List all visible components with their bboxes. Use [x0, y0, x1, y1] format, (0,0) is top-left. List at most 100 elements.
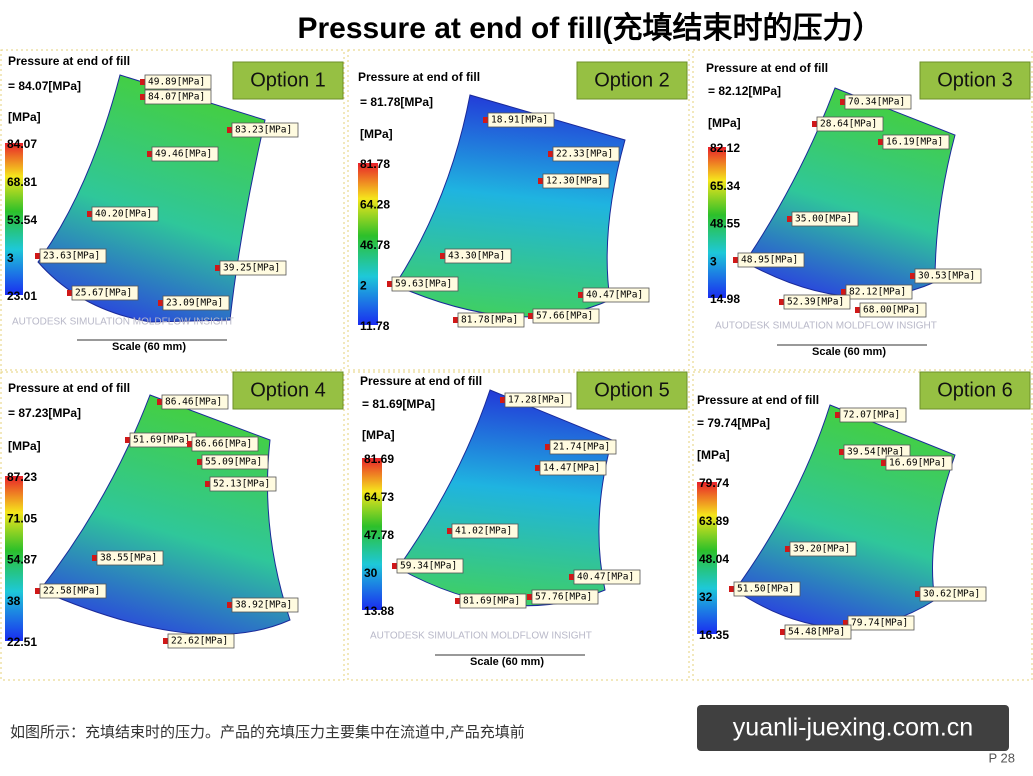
- legend-tick: 3: [710, 254, 717, 268]
- legend-tick: 48.04: [699, 552, 729, 566]
- option-label: Option 4: [250, 379, 326, 401]
- callout-label: 49.89[MPa]: [148, 77, 205, 88]
- callout-box: [167, 633, 235, 649]
- callout-label: 21.74[MPa]: [553, 442, 610, 453]
- callout-label: 39.54[MPa]: [847, 447, 904, 458]
- callout-marker: [35, 253, 40, 259]
- site-watermark-box: [697, 705, 1009, 751]
- color-bar: [708, 147, 726, 298]
- callout-box: [191, 436, 259, 452]
- legend-tick: 65.34: [710, 179, 740, 193]
- callout-marker: [453, 317, 458, 323]
- panel-frame: [692, 371, 1033, 681]
- callout-label: 70.34[MPa]: [848, 97, 905, 108]
- option-label: Option 1: [250, 69, 326, 91]
- callout-box: [201, 454, 269, 470]
- callout-marker: [915, 591, 920, 597]
- max-pressure: = 81.69[MPa]: [362, 397, 435, 411]
- callout-label: 81.78[MPa]: [461, 315, 518, 326]
- callout-box: [845, 284, 913, 300]
- callout-marker: [500, 397, 505, 403]
- callout-label: 52.13[MPa]: [213, 479, 270, 490]
- legend-unit: [MPa]: [708, 116, 741, 130]
- legend-tick: 3: [7, 251, 14, 265]
- callout-marker: [455, 598, 460, 604]
- callout-box: [737, 252, 805, 268]
- slide-title: Pressure at end of fill(充填结束时的压力）: [297, 11, 882, 45]
- option-box: [232, 371, 344, 410]
- callout-box: [151, 146, 219, 162]
- callout-label: 57.66[MPa]: [536, 311, 593, 322]
- callout-marker: [843, 620, 848, 626]
- callout-box: [789, 541, 857, 557]
- callout-marker: [140, 79, 145, 85]
- legend-tick: 84.07: [7, 137, 37, 151]
- legend-tick: 11.78: [360, 319, 390, 333]
- legend-unit: [MPa]: [8, 439, 41, 453]
- callout-box: [144, 74, 212, 90]
- callout-box: [573, 569, 641, 585]
- software-watermark: AUTODESK SIMULATION MOLDFLOW INSIGHT: [12, 317, 234, 328]
- callout-marker: [545, 444, 550, 450]
- callout-marker: [215, 265, 220, 271]
- callout-label: 86.66[MPa]: [195, 439, 252, 450]
- callout-label: 83.23[MPa]: [235, 125, 292, 136]
- callout-marker: [87, 211, 92, 217]
- callout-marker: [440, 253, 445, 259]
- callout-label: 48.95[MPa]: [741, 255, 798, 266]
- callout-box: [783, 294, 851, 310]
- page-number: P 28: [988, 750, 1015, 765]
- callout-box: [96, 550, 164, 566]
- callout-marker: [729, 586, 734, 592]
- callout-marker: [92, 555, 97, 561]
- callout-marker: [125, 437, 130, 443]
- callout-marker: [780, 629, 785, 635]
- callout-label: 16.19[MPa]: [886, 137, 943, 148]
- callout-box: [39, 248, 107, 264]
- legend-tick: 23.01: [7, 289, 37, 303]
- callout-label: 82.12[MPa]: [849, 287, 906, 298]
- legend-tick: 82.12: [710, 141, 740, 155]
- legend-tick: 68.81: [7, 175, 37, 189]
- callout-label: 51.50[MPa]: [737, 584, 794, 595]
- option-label: Option 3: [937, 69, 1013, 91]
- legend-unit: [MPa]: [362, 428, 395, 442]
- legend-tick: 2: [360, 279, 367, 293]
- callout-marker: [67, 290, 72, 296]
- callout-marker: [855, 307, 860, 313]
- callout-marker: [812, 121, 817, 127]
- callout-label: 51.69[MPa]: [133, 435, 190, 446]
- callout-marker: [535, 465, 540, 471]
- callout-marker: [910, 273, 915, 279]
- color-bar: [362, 458, 382, 610]
- legend-tick: 30: [364, 566, 378, 580]
- callout-label: 28.64[MPa]: [820, 119, 877, 130]
- callout-label: 30.62[MPa]: [923, 589, 980, 600]
- callout-box: [444, 248, 512, 264]
- legend-tick: 71.05: [7, 511, 37, 525]
- callout-label: 41.02[MPa]: [455, 526, 512, 537]
- legend-tick: 54.87: [7, 553, 37, 567]
- legend-tick: 64.28: [360, 198, 390, 212]
- callout-box: [882, 134, 950, 150]
- callout-marker: [140, 94, 145, 100]
- callout-marker: [878, 139, 883, 145]
- color-bar: [697, 482, 717, 634]
- callout-marker: [387, 281, 392, 287]
- option-box: [576, 61, 688, 100]
- callout-label: 22.62[MPa]: [171, 636, 228, 647]
- callout-box: [144, 89, 212, 105]
- callout-label: 14.47[MPa]: [543, 463, 600, 474]
- scale-label: Scale (60 mm): [812, 346, 886, 358]
- callout-marker: [881, 460, 886, 466]
- option-box: [919, 371, 1031, 410]
- scale-label: Scale (60 mm): [470, 656, 544, 668]
- callout-marker: [527, 594, 532, 600]
- callout-label: 43.30[MPa]: [448, 251, 505, 262]
- legend-tick: 63.89: [699, 514, 729, 528]
- callout-marker: [779, 299, 784, 305]
- callout-label: 57.76[MPa]: [535, 592, 592, 603]
- callout-label: 23.63[MPa]: [43, 251, 100, 262]
- callout-label: 54.48[MPa]: [788, 627, 845, 638]
- callout-label: 38.55[MPa]: [100, 553, 157, 564]
